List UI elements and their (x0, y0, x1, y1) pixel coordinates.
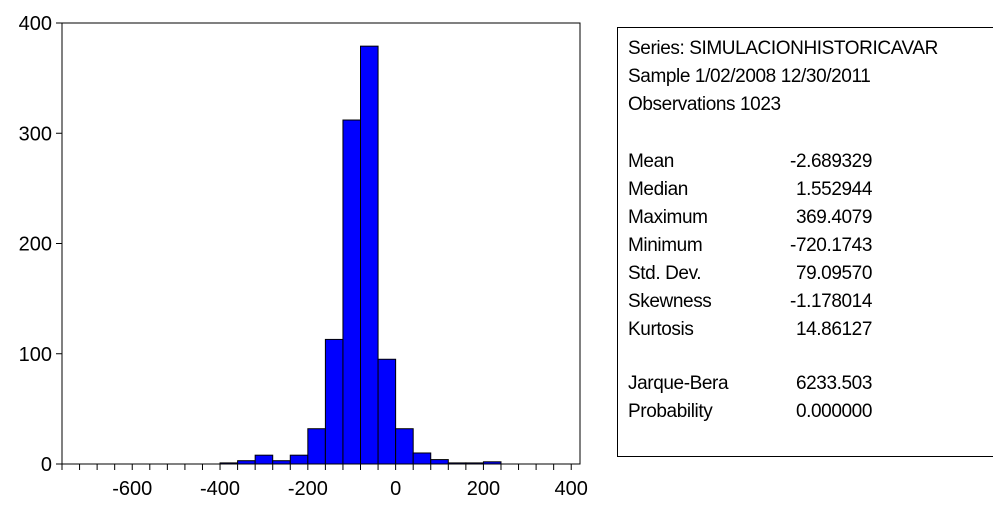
histogram-bar (412, 452, 432, 465)
y-tick-label: 400 (19, 13, 52, 35)
series-name: Series: SIMULACIONHISTORICAVAR (628, 38, 939, 59)
y-tick-label: 300 (19, 123, 52, 145)
x-tick-label: 200 (467, 478, 500, 500)
stat-label-kurtosis: Kurtosis (628, 319, 694, 340)
histogram-bar (324, 338, 344, 465)
plot-frame (61, 22, 581, 465)
observations-count: Observations 1023 (628, 94, 781, 115)
histogram-bar (342, 119, 362, 465)
stat-label-jarque-bera: Jarque-Bera (628, 373, 729, 394)
stat-label-minimum: Minimum (628, 235, 703, 256)
histogram-bar (482, 461, 502, 465)
histogram-chart: 0 100 200 300 400 -600 -400 -200 0 200 400 (19, 13, 588, 500)
histogram-bar (237, 460, 256, 465)
histogram-bar (254, 454, 274, 465)
stat-value-std-dev: 79.09570 (795, 263, 872, 284)
x-tick-label: 400 (555, 478, 588, 500)
x-axis: -600 -400 -200 0 200 400 (61, 464, 588, 500)
statistics-panel: Series: SIMULACIONHISTORICAVAR Sample 1/… (617, 27, 993, 457)
histogram-bar (272, 460, 291, 465)
histogram-bar (360, 45, 379, 465)
stat-label-median: Median (628, 179, 688, 200)
histogram-bar (465, 462, 484, 465)
histogram-bar (395, 428, 414, 465)
y-tick-label: 100 (19, 344, 52, 366)
histogram-bar (289, 454, 309, 465)
histogram-bar (219, 462, 239, 465)
stat-value-probability: 0.000000 (795, 401, 872, 422)
x-tick-label: -400 (200, 478, 240, 500)
sample-range: Sample 1/02/2008 12/30/2011 (628, 66, 871, 87)
y-tick-label: 200 (19, 234, 52, 256)
stat-label-probability: Probability (628, 401, 713, 422)
histogram-bar (307, 428, 326, 465)
stat-label-maximum: Maximum (628, 207, 708, 228)
stat-label-skewness: Skewness (628, 291, 712, 312)
x-tick-label: 0 (390, 478, 401, 500)
stat-value-mean: -2.689329 (790, 151, 872, 172)
y-tick-label: 0 (41, 454, 52, 476)
stat-value-kurtosis: 14.86127 (795, 319, 872, 340)
x-tick-label: -200 (288, 478, 328, 500)
histogram-bars (219, 45, 502, 465)
y-axis: 0 100 200 300 400 (19, 13, 62, 476)
stat-label-mean: Mean (628, 151, 674, 172)
stat-value-skewness: -1.178014 (790, 291, 872, 312)
histogram-bar (377, 358, 397, 465)
stat-value-maximum: 369.4079 (795, 207, 872, 228)
stat-value-jarque-bera: 6233.503 (795, 373, 872, 394)
stat-value-minimum: -720.1743 (790, 235, 872, 256)
stat-value-median: 1.552944 (795, 179, 872, 200)
x-tick-label: -600 (112, 478, 152, 500)
histogram-bar (447, 462, 467, 465)
stat-label-std-dev: Std. Dev. (628, 263, 702, 284)
histogram-bar (430, 459, 449, 465)
